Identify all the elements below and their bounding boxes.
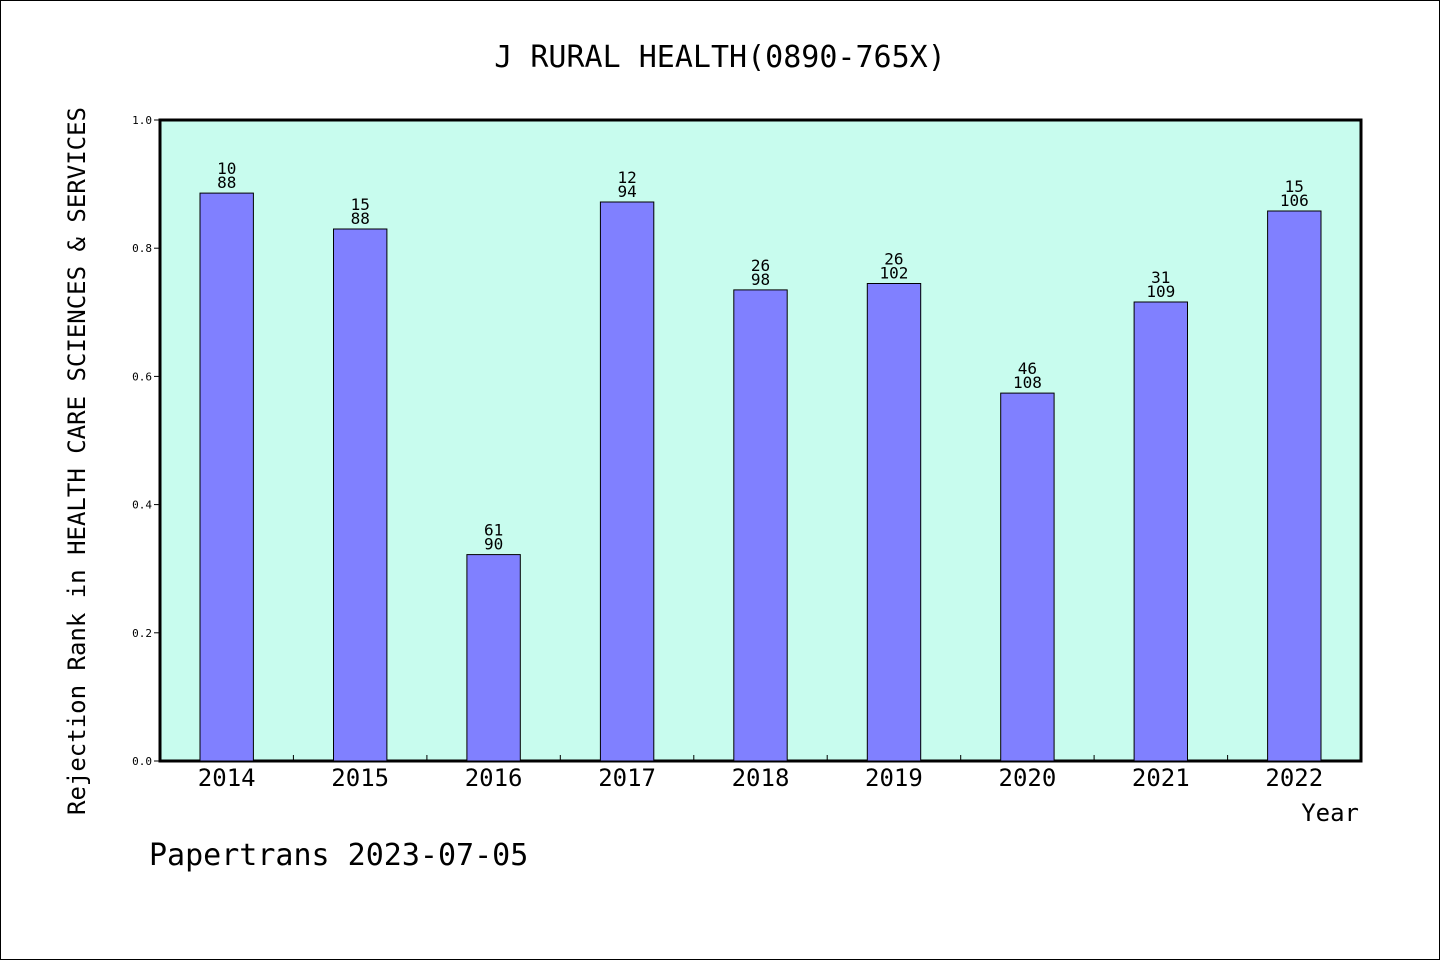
y-tick-label-0.8: 0.8 [132,242,152,255]
bar-label-bottom-2019: 102 [879,264,908,283]
y-tick-label-0.6: 0.6 [132,370,152,383]
bar-label-top-2014: 10 [217,159,236,178]
y-tick-label-0.0: 0.0 [132,755,152,768]
bar-label-bottom-2016: 90 [484,535,503,554]
bar-label-top-2019: 26 [884,250,903,269]
bar-label-top-2022: 15 [1285,177,1304,196]
bar-2022 [1267,210,1322,762]
y-axis-label: Rejection Rank in HEALTH CARE SCIENCES &… [63,107,91,815]
x-tick-label-2017: 2017 [598,764,656,792]
bar-label-top-2021: 31 [1151,268,1170,287]
bar-label-top-2015: 15 [351,195,370,214]
bar-label-top-2016: 61 [484,521,503,540]
bar-label-top-2017: 12 [617,168,636,187]
bar-2015 [333,228,388,762]
x-tick-label-2015: 2015 [331,764,389,792]
x-axis-label: Year [1301,799,1359,827]
bar-2016 [466,554,521,762]
axes-group: 2014 2015 2016 2017 2018 2019 2020 2021 2022 0.0 0… [132,114,1323,792]
x-tick-label-2016: 2016 [465,764,523,792]
bar-2021 [1133,301,1188,762]
x-tick-label-2014: 2014 [198,764,256,792]
bar-label-bottom-2015: 88 [351,209,370,228]
bar-label-bottom-2017: 94 [617,182,636,201]
x-tick-label-2022: 2022 [1265,764,1323,792]
bar-2018 [733,289,788,762]
x-tick-label-2018: 2018 [732,764,790,792]
x-tick-label-2021: 2021 [1132,764,1190,792]
bar-label-top-2020: 46 [1018,359,1037,378]
bar-label-bottom-2022: 106 [1280,191,1309,210]
y-tick-label-0.2: 0.2 [132,627,152,640]
bar-2020 [1000,392,1055,762]
bar-label-top-2018: 26 [751,256,770,275]
bar-2017 [599,201,655,762]
footer-source-date: Papertrans 2023-07-05 [149,838,528,873]
bar-label-bottom-2014: 88 [217,173,236,192]
y-tick-label-0.4: 0.4 [132,499,152,512]
bar-label-bottom-2021: 109 [1146,282,1175,301]
y-tick-label-1.0: 1.0 [132,114,152,127]
bar-2019 [866,283,922,762]
x-tick-label-2019: 2019 [865,764,923,792]
bar-label-bottom-2018: 98 [751,270,770,289]
chart-title: J RURAL HEALTH(0890-765X) [494,40,946,75]
x-tick-label-2020: 2020 [999,764,1057,792]
bar-2014 [199,192,254,762]
bar-label-bottom-2020: 108 [1013,373,1042,392]
